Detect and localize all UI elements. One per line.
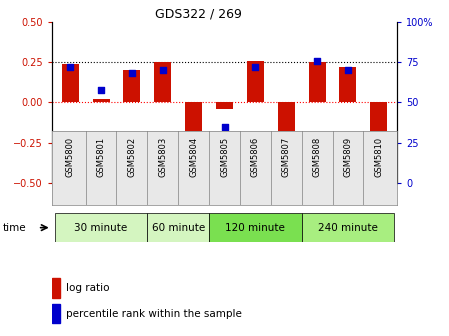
- Text: 30 minute: 30 minute: [75, 223, 128, 233]
- Text: GSM5805: GSM5805: [220, 137, 229, 177]
- Bar: [209, 213, 302, 242]
- Point: [190, 140, 197, 145]
- Text: GSM5807: GSM5807: [282, 137, 291, 177]
- Point: [375, 143, 383, 149]
- Point: [128, 71, 136, 76]
- Bar: [247, 60, 264, 102]
- Bar: [62, 64, 79, 102]
- Text: percentile rank within the sample: percentile rank within the sample: [66, 308, 242, 319]
- Bar: [92, 99, 110, 102]
- Point: [97, 87, 105, 92]
- Bar: [308, 62, 326, 102]
- Text: GDS322 / 269: GDS322 / 269: [155, 7, 242, 20]
- Point: [221, 124, 228, 129]
- Text: GSM5804: GSM5804: [189, 137, 198, 177]
- Point: [283, 152, 290, 157]
- Text: GSM5810: GSM5810: [374, 137, 383, 177]
- Bar: [216, 102, 233, 109]
- Bar: [154, 62, 171, 102]
- Bar: [147, 213, 209, 242]
- Bar: [52, 279, 60, 298]
- Text: time: time: [2, 223, 26, 233]
- Text: 240 minute: 240 minute: [318, 223, 378, 233]
- Text: 60 minute: 60 minute: [152, 223, 205, 233]
- Bar: [55, 213, 147, 242]
- Point: [344, 68, 352, 73]
- Bar: [278, 102, 295, 180]
- Bar: [370, 102, 387, 151]
- Point: [252, 64, 259, 70]
- Text: GSM5801: GSM5801: [97, 137, 106, 177]
- Text: GSM5806: GSM5806: [251, 137, 260, 177]
- Bar: [339, 67, 357, 102]
- Text: GSM5809: GSM5809: [343, 137, 352, 177]
- Text: GSM5803: GSM5803: [158, 137, 167, 177]
- Bar: [52, 304, 60, 323]
- Bar: [123, 70, 141, 102]
- Point: [159, 68, 166, 73]
- Text: log ratio: log ratio: [66, 283, 110, 293]
- Text: GSM5800: GSM5800: [66, 137, 75, 177]
- Text: 120 minute: 120 minute: [225, 223, 285, 233]
- Text: GSM5808: GSM5808: [313, 137, 321, 177]
- Point: [66, 64, 74, 70]
- Bar: [185, 102, 202, 146]
- Point: [313, 58, 321, 63]
- Text: GSM5802: GSM5802: [128, 137, 136, 177]
- Bar: [302, 213, 394, 242]
